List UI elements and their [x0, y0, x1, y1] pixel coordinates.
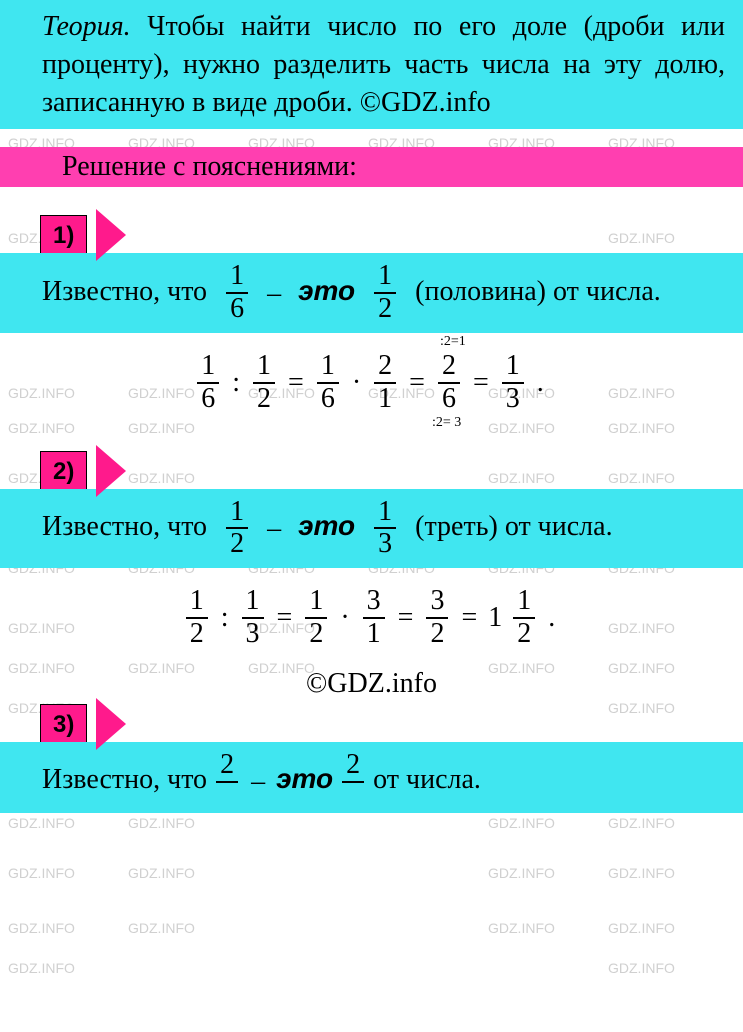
step-body-2: Известно, что 1 2 – это 1 3 (треть) от ч…: [0, 489, 743, 569]
fraction: 26: [438, 351, 460, 415]
theory-box: Теория. Чтобы найти число по его доле (д…: [0, 0, 743, 129]
text: (треть) от числа.: [415, 511, 612, 542]
arrow-icon: [96, 445, 126, 497]
theory-title: Теория.: [42, 11, 131, 42]
arrow-icon: [96, 698, 126, 750]
fraction: 12: [186, 586, 208, 650]
step-body-3: Известно, что 2 – это 2 от числа.: [0, 742, 743, 814]
fraction: 13: [242, 586, 264, 650]
step-num-2: 2): [40, 451, 87, 493]
solution-header: Решение с пояснениями:: [0, 147, 743, 187]
dash: –: [267, 267, 281, 320]
theory-body: Чтобы найти число по его доле (дроби или…: [42, 11, 725, 118]
arrow-icon: [96, 209, 126, 261]
text: (половина) от числа.: [415, 276, 661, 307]
step-num-3: 3): [40, 704, 87, 746]
fraction: 32: [426, 586, 448, 650]
text: от числа.: [373, 764, 481, 795]
fraction: 12: [305, 586, 327, 650]
text: Известно, что: [42, 764, 207, 795]
eto-label: это: [298, 275, 355, 306]
fraction: 12: [513, 586, 535, 650]
fraction: 21: [374, 351, 396, 415]
annotation-bot: :2= 3: [432, 410, 461, 437]
dash: –: [251, 755, 265, 808]
fraction: 2: [342, 750, 364, 814]
fraction: 1 6: [226, 261, 248, 325]
fraction: 1 2: [226, 497, 248, 561]
step-num-1: 1): [40, 215, 87, 257]
equation-1: 16 : 12 = 16 · 21 = :2=1 26 :2= 3 = 13 .: [0, 333, 743, 427]
eto-label: это: [298, 510, 355, 541]
mixed-whole: 1: [488, 591, 502, 644]
text: Известно, что: [42, 276, 207, 307]
fraction: 1 3: [374, 497, 396, 561]
text: Известно, что: [42, 511, 207, 542]
fraction: 16: [197, 351, 219, 415]
fraction: 2: [216, 750, 238, 814]
fraction: 12: [253, 351, 275, 415]
equation-2: 12 : 13 = 12 · 31 = 32 = 1 12 .: [0, 568, 743, 662]
dash: –: [267, 502, 281, 555]
fraction: 16: [317, 351, 339, 415]
eto-label: это: [276, 763, 333, 794]
fraction: 31: [363, 586, 385, 650]
step-body-1: Известно, что 1 6 – это 1 2 (половина) о…: [0, 253, 743, 333]
fraction: 13: [502, 351, 524, 415]
fraction: 1 2: [374, 261, 396, 325]
